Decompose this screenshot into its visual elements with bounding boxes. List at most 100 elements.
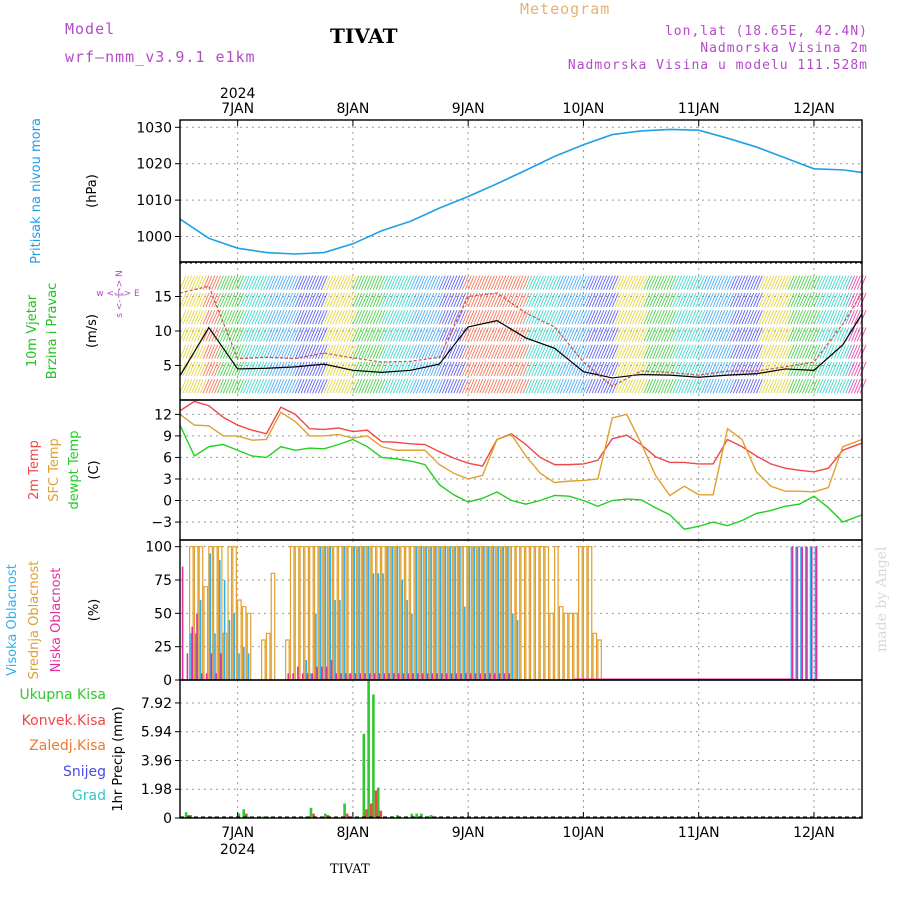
wind-barb — [741, 379, 749, 394]
wind-barb — [219, 292, 227, 308]
wind-barb — [562, 327, 570, 342]
wind-barb — [790, 344, 798, 359]
wind-barb — [384, 361, 392, 377]
wind-barb — [790, 275, 798, 290]
wind-barb — [248, 292, 256, 308]
wind-barb — [738, 275, 746, 290]
wind-barb — [415, 344, 423, 359]
cloud-bar-mid — [285, 639, 290, 680]
wind-barb — [271, 344, 279, 359]
wind-barb — [364, 379, 371, 394]
wind-barb — [320, 327, 328, 342]
wind-barb — [196, 361, 204, 377]
wind-barb — [727, 292, 734, 308]
wind-barb — [767, 292, 775, 308]
wind-barb — [689, 379, 697, 394]
wind-barb — [306, 344, 314, 359]
cloud-bar-mid — [189, 546, 194, 680]
wind-barb — [193, 344, 201, 359]
cloud-bar-mid — [313, 546, 319, 680]
wind-barb — [519, 275, 527, 290]
wind-barb — [669, 327, 677, 342]
wind-barb — [525, 379, 533, 394]
wind-barb — [724, 327, 732, 342]
wind-barb — [727, 361, 734, 377]
wind-barb — [804, 275, 812, 290]
wind-barb — [482, 344, 489, 359]
wind-barb — [773, 361, 781, 377]
wind-barb — [536, 379, 544, 394]
wind-barb — [683, 344, 691, 359]
wind-barb — [750, 344, 757, 359]
wind-barb — [620, 327, 628, 342]
wind-barb — [554, 379, 562, 394]
wind-barb — [179, 327, 187, 342]
wind-barb — [306, 361, 314, 377]
wind-barb — [349, 361, 357, 377]
wind-barb — [810, 292, 818, 308]
wind-barb — [320, 344, 328, 359]
wind-barb — [617, 310, 625, 325]
wind-barb — [663, 361, 671, 377]
wind-barb — [571, 361, 579, 377]
wind-barb — [277, 327, 285, 342]
wind-barb — [559, 327, 567, 342]
wind-barb — [433, 327, 441, 342]
wind-barb — [251, 292, 259, 308]
wind-barb — [778, 327, 786, 342]
wind-barb — [444, 310, 452, 325]
wind-barb — [332, 292, 340, 308]
wind-barb — [427, 327, 435, 342]
wind-barb — [660, 275, 668, 290]
wind-barb — [479, 344, 487, 359]
wind-barb — [712, 361, 720, 377]
wind-barb — [188, 310, 196, 325]
wind-barb — [499, 379, 507, 394]
wind-barb — [600, 292, 608, 308]
wind-barb — [294, 344, 302, 359]
wind-barb — [211, 379, 219, 394]
y-tick-label: 3.96 — [141, 753, 172, 769]
wind-barb — [698, 275, 706, 290]
wind-barb — [453, 327, 461, 342]
wind-barb — [709, 292, 717, 308]
wind-barb — [234, 275, 242, 290]
wind-barb — [534, 292, 541, 308]
wind-barb — [369, 327, 377, 342]
wind-barb — [461, 310, 469, 325]
wind-barb — [303, 361, 311, 377]
wind-barb — [701, 379, 708, 394]
wind-barb — [611, 344, 619, 359]
wind-barb — [577, 310, 585, 325]
pressure-unit-label: (hPa) — [85, 174, 100, 208]
wind-barb — [767, 379, 775, 394]
wind-barb — [554, 292, 562, 308]
wind-barb — [559, 361, 567, 377]
wind-barb — [355, 310, 363, 325]
precip-legend-item: Konvek.Kisa — [22, 713, 106, 729]
wind-barb — [185, 344, 193, 359]
wind-barb — [591, 327, 599, 342]
wind-barb — [845, 310, 853, 325]
wind-barb — [283, 379, 291, 394]
wind-barb — [845, 275, 853, 290]
wind-barb — [329, 361, 337, 377]
wind-barb — [283, 310, 291, 325]
wind-barb — [617, 344, 625, 359]
wind-barb — [727, 327, 734, 342]
wind-barb — [562, 310, 570, 325]
wind-barb — [536, 361, 544, 377]
y-tick-label: 50 — [154, 606, 172, 622]
wind-barb — [202, 379, 210, 394]
wind-barb — [747, 379, 755, 394]
wind-barb — [323, 379, 331, 394]
wind-barb — [802, 310, 809, 325]
wind-barb — [637, 310, 645, 325]
wind-barb — [248, 327, 256, 342]
wind-barb — [738, 327, 746, 342]
wind-barb — [467, 310, 475, 325]
wind-barb — [629, 310, 636, 325]
wind-barb — [666, 327, 674, 342]
wind-barb — [807, 344, 815, 359]
wind-barb — [559, 344, 567, 359]
